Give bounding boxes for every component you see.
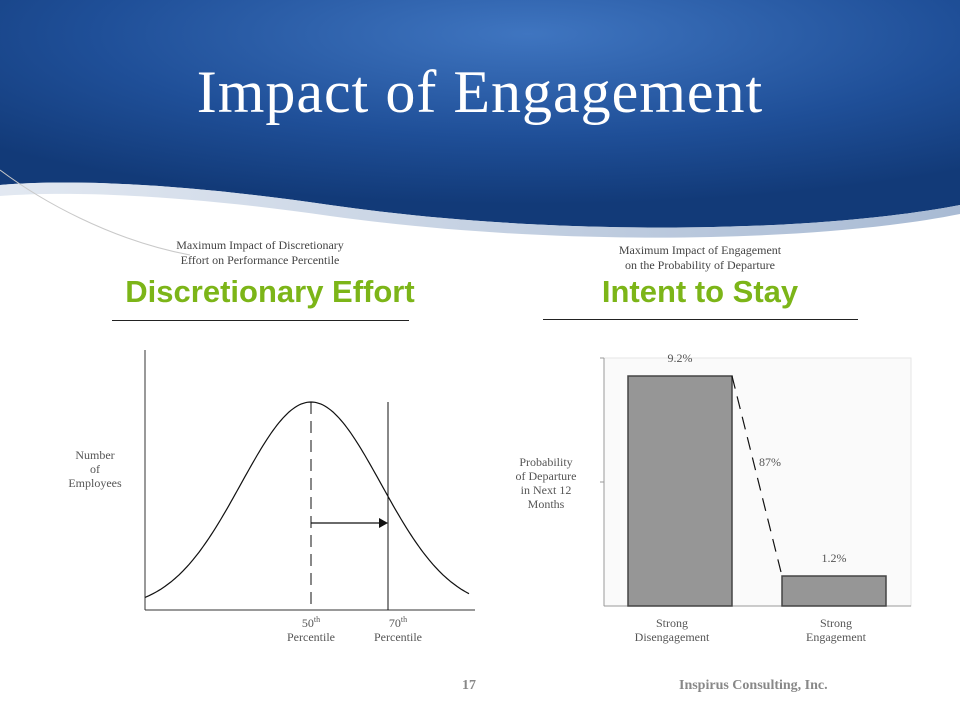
right-subtitle-line2: on the Probability of Departure bbox=[625, 258, 775, 272]
slide-title: Impact of Engagement bbox=[196, 59, 764, 125]
left-ylabel-line3: Employees bbox=[68, 476, 122, 490]
tick-50th: 50th Percentile bbox=[276, 613, 346, 644]
left-ylabel-line2: of bbox=[90, 462, 100, 476]
bar-series: 9.2% 1.2% bbox=[627, 351, 887, 607]
bar-1-value-label: 9.2% bbox=[668, 351, 693, 365]
left-ylabel-line1: Number bbox=[75, 448, 115, 462]
cat2-line1: Strong bbox=[819, 616, 852, 630]
tick-50th-sup: th bbox=[313, 615, 321, 624]
bell-curve-chart bbox=[144, 350, 475, 611]
tick-70th: 70th Percentile bbox=[363, 613, 433, 644]
left-heading-rule bbox=[112, 320, 409, 321]
right-heading: Intent to Stay bbox=[601, 274, 799, 309]
shift-arrow-head bbox=[379, 518, 388, 528]
left-subtitle-line1: Maximum Impact of Discretionary bbox=[176, 238, 344, 252]
tick-70th-sup: th bbox=[400, 615, 408, 624]
cat2-line2: Engagement bbox=[806, 630, 866, 644]
bell-curve bbox=[144, 401, 470, 599]
bar-1 bbox=[627, 375, 733, 607]
page-number: 17 bbox=[462, 678, 476, 693]
cat1-line2: Disengagement bbox=[634, 630, 710, 644]
right-ylabel-line2: of Departure bbox=[515, 469, 577, 483]
drop-dashed-line bbox=[731, 375, 783, 577]
left-heading: Discretionary Effort bbox=[125, 274, 415, 309]
right-subtitle: Maximum Impact of Engagement on the Prob… bbox=[550, 243, 850, 273]
left-ylabel: Number of Employees bbox=[55, 448, 135, 490]
right-ylabel: Probability of Departure in Next 12 Mont… bbox=[500, 455, 592, 511]
category-engagement: Strong Engagement bbox=[776, 616, 896, 644]
bar-2-value-label: 1.2% bbox=[822, 551, 847, 565]
tick-50th-word: Percentile bbox=[287, 630, 335, 644]
tick-70th-word: Percentile bbox=[374, 630, 422, 644]
right-ylabel-line4: Months bbox=[527, 497, 565, 511]
right-heading-rule bbox=[543, 319, 858, 320]
category-disengagement: Strong Disengagement bbox=[612, 616, 732, 644]
right-ylabel-line1: Probability bbox=[519, 455, 573, 469]
left-subtitle-line2: Effort on Performance Percentile bbox=[180, 253, 340, 267]
cat1-line1: Strong bbox=[655, 616, 688, 630]
company-name: Inspirus Consulting, Inc. bbox=[679, 678, 828, 693]
bar-2 bbox=[781, 575, 887, 607]
tick-50th-num: 50 bbox=[301, 616, 314, 630]
right-ylabel-line3: in Next 12 bbox=[520, 483, 572, 497]
intent-bar-chart: 9.2% 1.2% 87% bbox=[600, 351, 912, 607]
tick-70th-num: 70 bbox=[388, 616, 401, 630]
left-subtitle: Maximum Impact of Discretionary Effort o… bbox=[100, 238, 420, 268]
right-subtitle-line1: Maximum Impact of Engagement bbox=[618, 243, 782, 257]
drop-percent-label: 87% bbox=[759, 455, 781, 469]
